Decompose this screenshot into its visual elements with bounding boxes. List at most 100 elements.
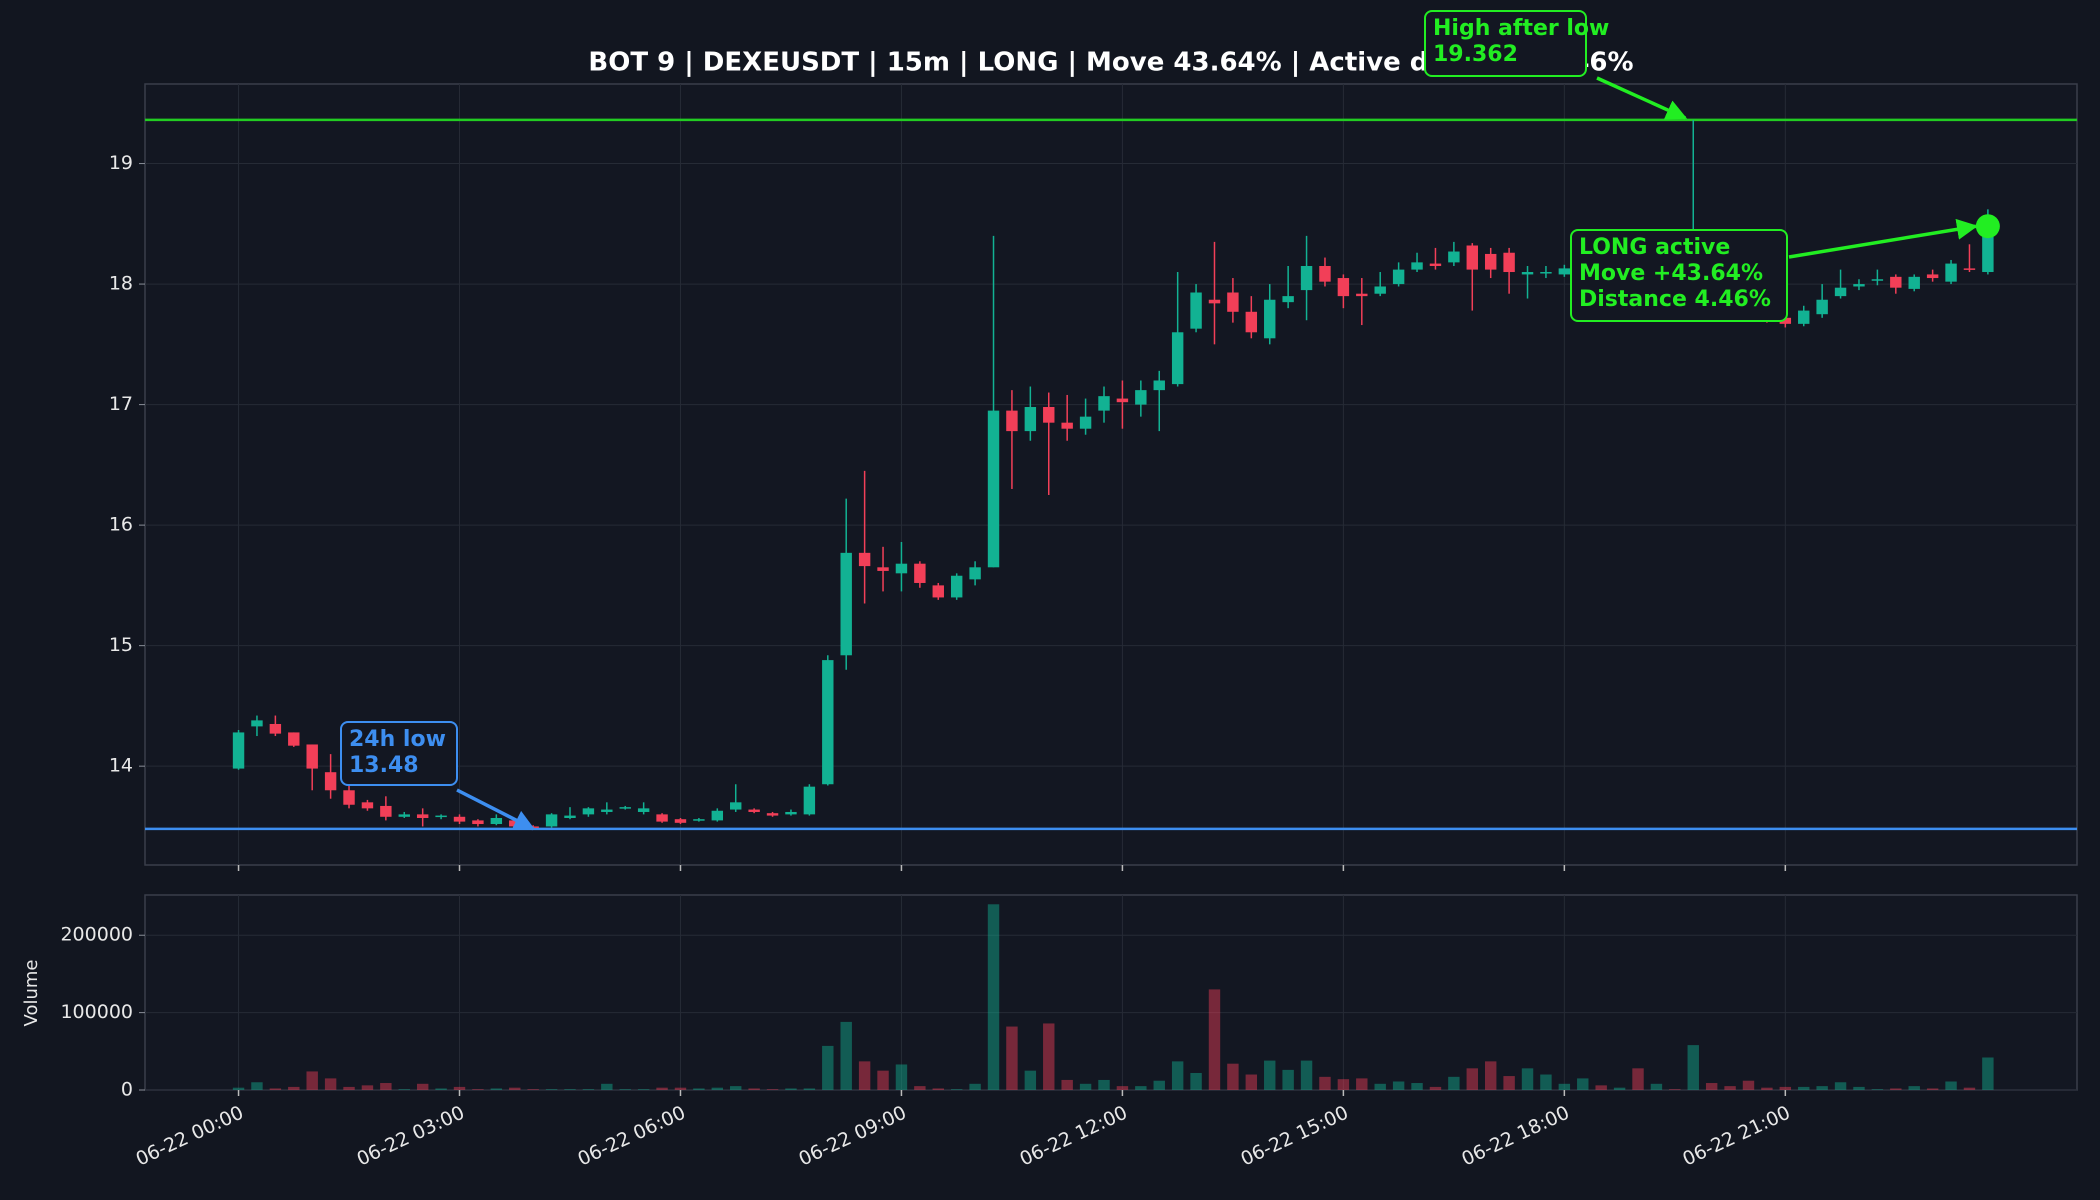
volume-bar <box>472 1089 484 1090</box>
volume-bar <box>895 1064 908 1090</box>
candle-body <box>435 815 447 818</box>
volume-bar <box>601 1083 613 1090</box>
annotation-box <box>1424 10 1587 77</box>
candle-body <box>232 732 245 769</box>
volume-bar <box>932 1088 944 1090</box>
volume-bar <box>1171 1061 1184 1090</box>
candle-body <box>1816 299 1828 315</box>
volume-bar <box>1779 1086 1792 1090</box>
volume-bar <box>1650 1083 1663 1090</box>
volume-bar <box>1834 1082 1847 1090</box>
volume-bar <box>1098 1079 1110 1090</box>
volume-bar <box>545 1089 558 1090</box>
candle-body <box>693 819 705 821</box>
annotation-box <box>1570 229 1788 322</box>
volume-bar <box>766 1089 779 1090</box>
volume-bar <box>416 1083 429 1090</box>
volume-bar <box>435 1088 447 1090</box>
candle-body <box>1484 253 1497 270</box>
candle-body <box>1282 296 1294 303</box>
candle-body <box>1300 265 1313 291</box>
candle-body <box>840 552 852 656</box>
candle-body <box>288 732 300 746</box>
volume-bar <box>858 1061 871 1090</box>
volume-bar <box>711 1087 724 1090</box>
volume-bar <box>1043 1023 1055 1090</box>
volume-bar <box>914 1086 926 1090</box>
candle-body <box>545 814 558 827</box>
candle-body <box>1153 380 1165 391</box>
candle-body <box>1392 269 1405 285</box>
volume-bar <box>1742 1080 1755 1090</box>
candle-body <box>748 809 760 812</box>
volume-bar <box>1816 1086 1828 1090</box>
volume-bar <box>453 1086 466 1090</box>
candle-body <box>269 723 282 734</box>
candle-body <box>914 563 926 583</box>
volume-bar <box>1208 989 1221 1090</box>
volume-bar <box>803 1088 816 1090</box>
volume-bar <box>730 1086 742 1090</box>
volume-bar <box>1079 1083 1092 1090</box>
candle-body <box>1871 279 1884 281</box>
candle-body <box>1779 317 1792 324</box>
candle-body <box>895 563 908 574</box>
volume-bar <box>1135 1086 1147 1090</box>
candle-body <box>822 660 834 785</box>
candle-body <box>987 410 1000 568</box>
candle-body <box>1079 416 1092 429</box>
volume-bar <box>1724 1086 1736 1090</box>
y-tick-label: 14 <box>109 755 133 777</box>
volume-bar <box>1466 1068 1478 1090</box>
candle-body <box>251 720 263 727</box>
volume-bar <box>490 1088 503 1090</box>
annotation-arrow <box>1596 76 1688 120</box>
volume-bar <box>1558 1083 1571 1090</box>
volume-bar <box>1853 1086 1865 1090</box>
volume-bar <box>1761 1087 1773 1090</box>
volume-bar <box>840 1021 852 1090</box>
candle-body <box>1319 265 1331 282</box>
candle-body <box>1116 398 1129 403</box>
volume-axis-label: Volume <box>21 960 42 1027</box>
volume-bar <box>509 1087 521 1090</box>
candle-body <box>969 567 981 580</box>
price-panel <box>144 83 2078 866</box>
volume-panel <box>144 894 2078 1091</box>
volume-bar <box>527 1089 539 1090</box>
y-tick-label: 15 <box>109 634 133 656</box>
volume-bar <box>1264 1060 1276 1090</box>
candle-body <box>1503 252 1515 273</box>
volume-bar <box>251 1082 263 1090</box>
candle-body <box>1227 292 1239 312</box>
volume-bar <box>1337 1079 1350 1090</box>
annotation-arrow <box>456 788 536 831</box>
volume-bar <box>1319 1076 1331 1090</box>
candle-body <box>582 808 595 815</box>
candle-body <box>1853 284 1865 287</box>
volume-bar <box>380 1083 392 1090</box>
candle-body <box>398 814 410 817</box>
volume-bar <box>1871 1089 1884 1090</box>
volume-bar <box>637 1089 650 1090</box>
candle-body <box>564 815 576 818</box>
volume-bar <box>1061 1079 1073 1090</box>
volume-bar <box>1484 1061 1497 1090</box>
volume-bar <box>1540 1074 1552 1090</box>
candle-body <box>1834 287 1847 297</box>
annotation-text: High after low <box>1433 16 1609 41</box>
volume-bar <box>1798 1086 1810 1090</box>
y-tick-label: 16 <box>109 514 133 536</box>
volume-bar <box>1669 1089 1681 1090</box>
volume-bar <box>1705 1083 1718 1090</box>
candle-body <box>785 811 797 815</box>
candle-body <box>416 814 429 818</box>
volume-bar <box>1982 1057 1994 1090</box>
signal-marker <box>1975 214 2000 239</box>
volume-bar <box>1521 1068 1534 1090</box>
candle-body <box>1890 276 1902 288</box>
volume-bar <box>1963 1087 1976 1090</box>
volume-bar <box>1392 1081 1405 1090</box>
y-tick-label: 19 <box>109 152 133 174</box>
candle-body <box>1190 292 1202 329</box>
